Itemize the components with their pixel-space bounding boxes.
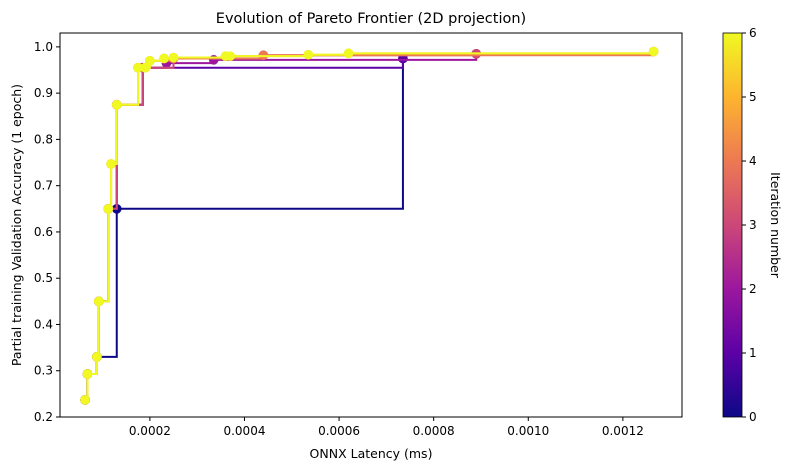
series-iteration-2 [80, 49, 482, 405]
frontier-point [145, 55, 155, 66]
colorbar-tick-label: 3 [749, 218, 757, 232]
frontier-point [648, 46, 659, 57]
frontier-point [343, 48, 354, 59]
frontier-point [111, 99, 122, 110]
series-iteration-6 [80, 46, 659, 405]
colorbar-tick-label: 5 [749, 90, 757, 104]
colorbar-tick-label: 1 [749, 346, 757, 360]
x-axis-label: ONNX Latency (ms) [310, 446, 433, 461]
frontier-line [85, 58, 404, 401]
frontier-line [85, 51, 655, 401]
colorbar-tick-label: 2 [749, 282, 757, 296]
series-iteration-1 [80, 53, 408, 405]
frontier-line [85, 58, 404, 401]
frontier-point [80, 395, 90, 405]
frontier-point [225, 51, 236, 61]
y-tick-label: 1.0 [34, 40, 53, 54]
colorbar-label: Iteration number [768, 172, 783, 279]
colorbar-tick-label: 6 [749, 26, 757, 40]
frontier-point [106, 159, 116, 169]
x-tick-label: 0.0004 [223, 424, 265, 438]
y-tick-label: 0.7 [34, 179, 53, 193]
series-iteration-4 [80, 46, 659, 405]
colorbar-ticks: 0 1 2 3 4 5 6 [742, 26, 757, 424]
x-tick-label: 0.0002 [129, 424, 171, 438]
y-axis-label: Partial training Validation Accuracy (1 … [9, 84, 24, 366]
frontier-point [82, 369, 93, 379]
frontier-point [208, 55, 219, 65]
y-tick-label: 0.6 [34, 225, 53, 239]
frontier-point [93, 296, 104, 307]
y-tick-label: 0.9 [34, 86, 53, 100]
frontier-point [133, 62, 143, 73]
colorbar-gradient [722, 32, 743, 418]
y-tick-label: 0.4 [34, 317, 53, 331]
plot-frame [59, 32, 683, 418]
series-iteration-5 [80, 46, 659, 405]
frontier-point [303, 49, 314, 60]
frontier-point [92, 352, 102, 362]
x-axis: 0.0002 0.0004 0.0006 0.0008 0.0010 0.0012 [129, 417, 644, 438]
frontier-line [85, 53, 478, 401]
colorbar-tick-label: 4 [749, 154, 757, 168]
x-tick-label: 0.0010 [507, 424, 549, 438]
chart-title: Evolution of Pareto Frontier (2D project… [216, 11, 526, 27]
frontier-line [85, 53, 478, 401]
y-axis: 0.2 0.3 0.4 0.5 0.6 0.7 0.8 0.9 1.0 [34, 40, 60, 424]
frontier-line [85, 51, 655, 401]
x-tick-label: 0.0012 [602, 424, 644, 438]
colorbar-tick-label: 0 [749, 410, 757, 424]
y-tick-label: 0.5 [34, 271, 53, 285]
series-iteration-3 [80, 49, 482, 405]
series-iteration-0 [80, 53, 408, 405]
x-tick-label: 0.0006 [318, 424, 360, 438]
y-tick-label: 0.3 [34, 364, 53, 378]
colorbar: 0 1 2 3 4 5 6 Iteration number [722, 26, 783, 424]
y-tick-label: 0.8 [34, 132, 53, 146]
frontier-point [103, 204, 114, 214]
y-tick-label: 0.2 [34, 410, 53, 424]
x-tick-label: 0.0008 [413, 424, 455, 438]
frontier-point [140, 62, 150, 73]
plot-area [80, 46, 659, 405]
frontier-point [159, 53, 169, 64]
frontier-line [85, 51, 655, 401]
frontier-point [168, 52, 179, 63]
